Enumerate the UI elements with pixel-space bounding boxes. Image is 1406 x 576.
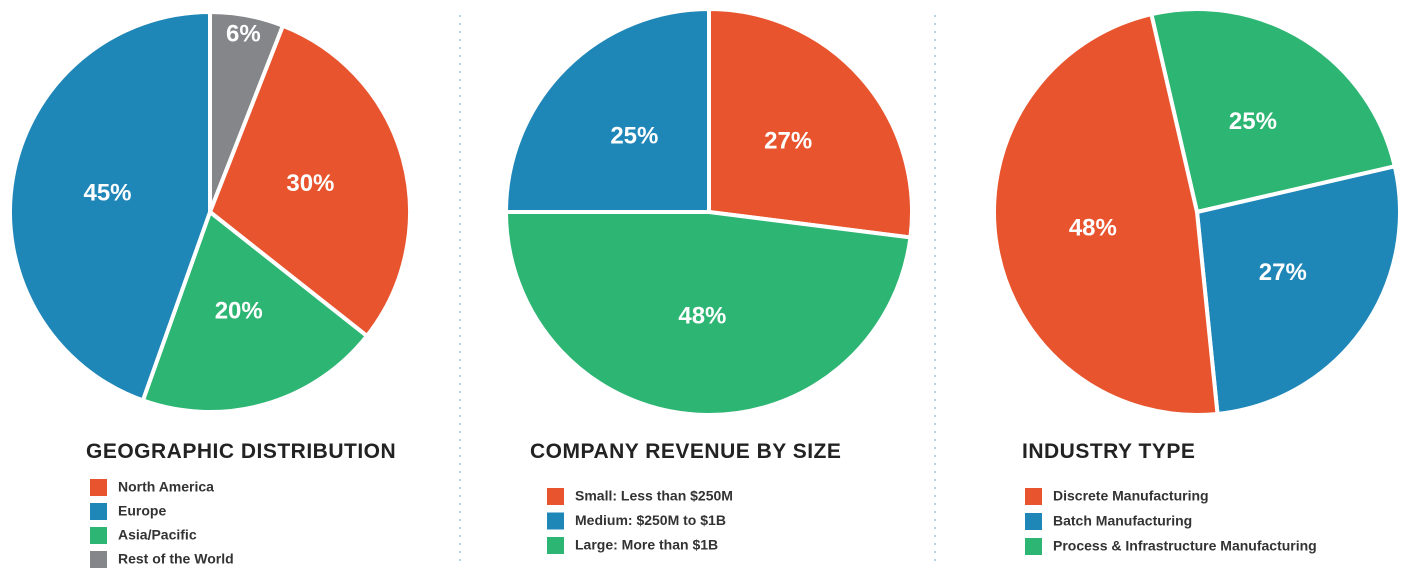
value-label: 48% (678, 303, 726, 330)
pie-slice (140, 210, 369, 414)
value-label: 48% (1069, 215, 1117, 242)
pie-slice (992, 12, 1220, 417)
legend-swatch (547, 488, 564, 505)
legend-label: Discrete Manufacturing (1053, 488, 1209, 504)
pie-slice (504, 7, 711, 214)
value-label: 20% (215, 297, 263, 324)
legend-swatch (1025, 513, 1042, 530)
chart-title: GEOGRAPHIC DISTRIBUTION (86, 440, 396, 463)
chart-title: INDUSTRY TYPE (1022, 440, 1195, 463)
value-label: 25% (610, 123, 658, 150)
value-label: 25% (1229, 108, 1277, 135)
pie-slice (8, 10, 212, 403)
legend-swatch (1025, 538, 1042, 555)
value-label: 45% (83, 180, 131, 207)
legend-swatch (90, 503, 107, 520)
value-label: 27% (1259, 259, 1307, 286)
pie-slice (208, 23, 412, 339)
legend-swatch (547, 537, 564, 554)
legend-label: Rest of the World (118, 551, 234, 567)
pie-slice (1195, 164, 1403, 416)
legend-swatch (90, 551, 107, 568)
value-label: 27% (764, 128, 812, 155)
legend-label: Batch Manufacturing (1053, 513, 1192, 529)
legend-swatch (1025, 488, 1042, 505)
legend-label: Small: Less than $250M (575, 488, 733, 504)
legend-label: Process & Infrastructure Manufacturing (1053, 538, 1317, 554)
chart-title: COMPANY REVENUE BY SIZE (530, 440, 841, 463)
legend-label: Large: More than $1B (575, 537, 718, 553)
pie-slice (504, 210, 913, 417)
legend-swatch (90, 479, 107, 496)
legend-label: Asia/Pacific (118, 527, 197, 543)
legend-label: Europe (118, 503, 166, 519)
legend-swatch (547, 512, 564, 530)
pie-slice (1149, 7, 1397, 214)
legend-label: Medium: $250M to $1B (575, 512, 726, 528)
value-label: 6% (226, 20, 261, 47)
pie-slice (707, 7, 914, 240)
legend-swatch (90, 527, 107, 544)
value-label: 30% (286, 170, 334, 197)
legend-label: North America (118, 479, 214, 495)
